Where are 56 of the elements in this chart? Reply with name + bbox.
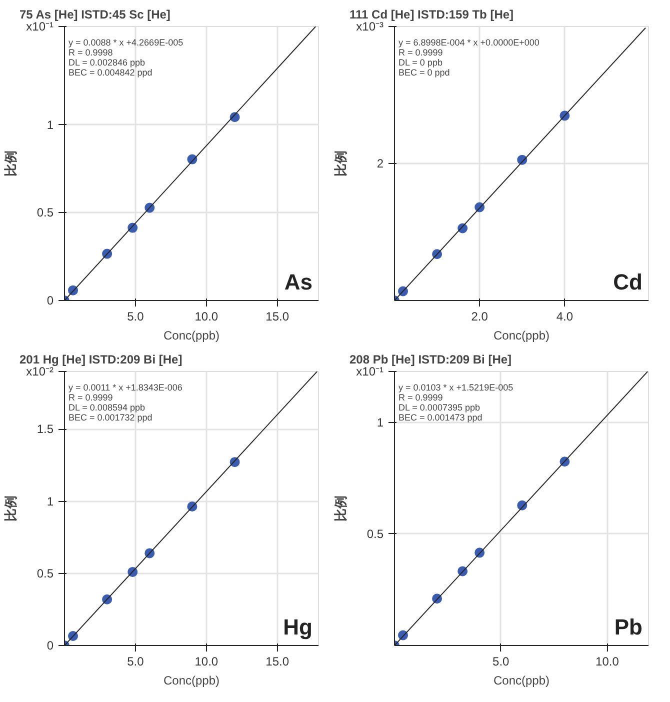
x-tick-label: 4.0 (556, 310, 574, 324)
x-tick-label: 2.0 (471, 310, 488, 324)
annotation: BEC = 0.001473 ppd (398, 412, 482, 422)
annotation: DL = 0 ppb (398, 58, 442, 68)
annotation: Cd (613, 270, 642, 294)
annotation: R = 0.9998 (68, 48, 113, 58)
annotation: As (284, 270, 312, 294)
x-tick-label: 5.0 (127, 310, 144, 324)
y-axis-title: 比例 (333, 150, 348, 176)
annotation: y = 6.8998E-004 * x +0.0000E+000 (398, 38, 540, 48)
x-axis-title: Conc(ppb) (493, 674, 550, 688)
annotation: R = 0.9999 (398, 392, 443, 402)
chart-title: 208 Pb [He] ISTD:209 Bi [He] (350, 352, 512, 366)
annotation: y = 0.0088 * x +4.2669E-005 (68, 38, 184, 48)
x-axis-title: Conc(ppb) (163, 328, 220, 342)
x-tick-label: 5.0 (127, 654, 144, 668)
chart-title: 111 Cd [He] ISTD:159 Tb [He] (350, 8, 514, 22)
annotation: R = 0.9999 (68, 392, 113, 402)
y-tick-label: x10⁻² (26, 364, 54, 378)
x-tick-label: 10.0 (194, 310, 218, 324)
x-axis-title: Conc(ppb) (493, 328, 550, 342)
y-tick-label: 1 (46, 494, 54, 508)
annotation: DL = 0.002846 ppb (68, 58, 145, 68)
text: 2 (376, 156, 384, 170)
y-tick-label: 0 (46, 294, 54, 308)
y-tick-label: 1 (46, 118, 54, 132)
annotation: Pb (614, 614, 643, 640)
annotation: R = 0.9999 (398, 48, 443, 58)
y-tick-label: 0.5 (36, 566, 54, 580)
chart-title: 75 As [He] ISTD:45 Sc [He] (20, 8, 170, 22)
chart-title: 201 Hg [He] ISTD:209 Bi [He] (20, 352, 182, 366)
text: x10⁻³ (356, 20, 384, 34)
y-axis-title: 比例 (3, 496, 18, 522)
x-tick-label: 15.0 (266, 654, 290, 668)
annotation: DL = 0.008594 ppb (68, 402, 145, 412)
annotation: BEC = 0.001732 ppd (68, 412, 152, 422)
y-axis-title: 比例 (333, 496, 348, 522)
annotation: BEC = 0 ppd (398, 68, 450, 78)
y-tick-label: x10⁻¹ (356, 364, 384, 378)
y-tick-label: 1.5 (36, 422, 54, 436)
annotation: Hg (283, 614, 312, 640)
annotation: BEC = 0.004842 ppd (68, 68, 152, 78)
y-axis-title: 比例 (3, 150, 18, 176)
y-tick-label: 0.5 (36, 206, 54, 220)
x-tick-label: 10.0 (596, 654, 620, 668)
x-tick-label: 10.0 (194, 654, 218, 668)
y-tick-label: 1 (376, 415, 384, 430)
x-axis-title: Conc(ppb) (163, 674, 220, 688)
y-tick-label: x10⁻¹ (26, 20, 54, 34)
x-tick-label: 15.0 (266, 310, 290, 324)
annotation: DL = 0.0007395 ppb (398, 402, 480, 412)
y-tick-label: 0 (46, 638, 54, 652)
annotation: y = 0.0103 * x +1.5219E-005 (398, 382, 514, 392)
x-tick-label: 5.0 (492, 654, 510, 668)
y-tick-label: 0.5 (366, 526, 384, 541)
annotation: y = 0.0011 * x +1.8343E-006 (68, 382, 182, 392)
